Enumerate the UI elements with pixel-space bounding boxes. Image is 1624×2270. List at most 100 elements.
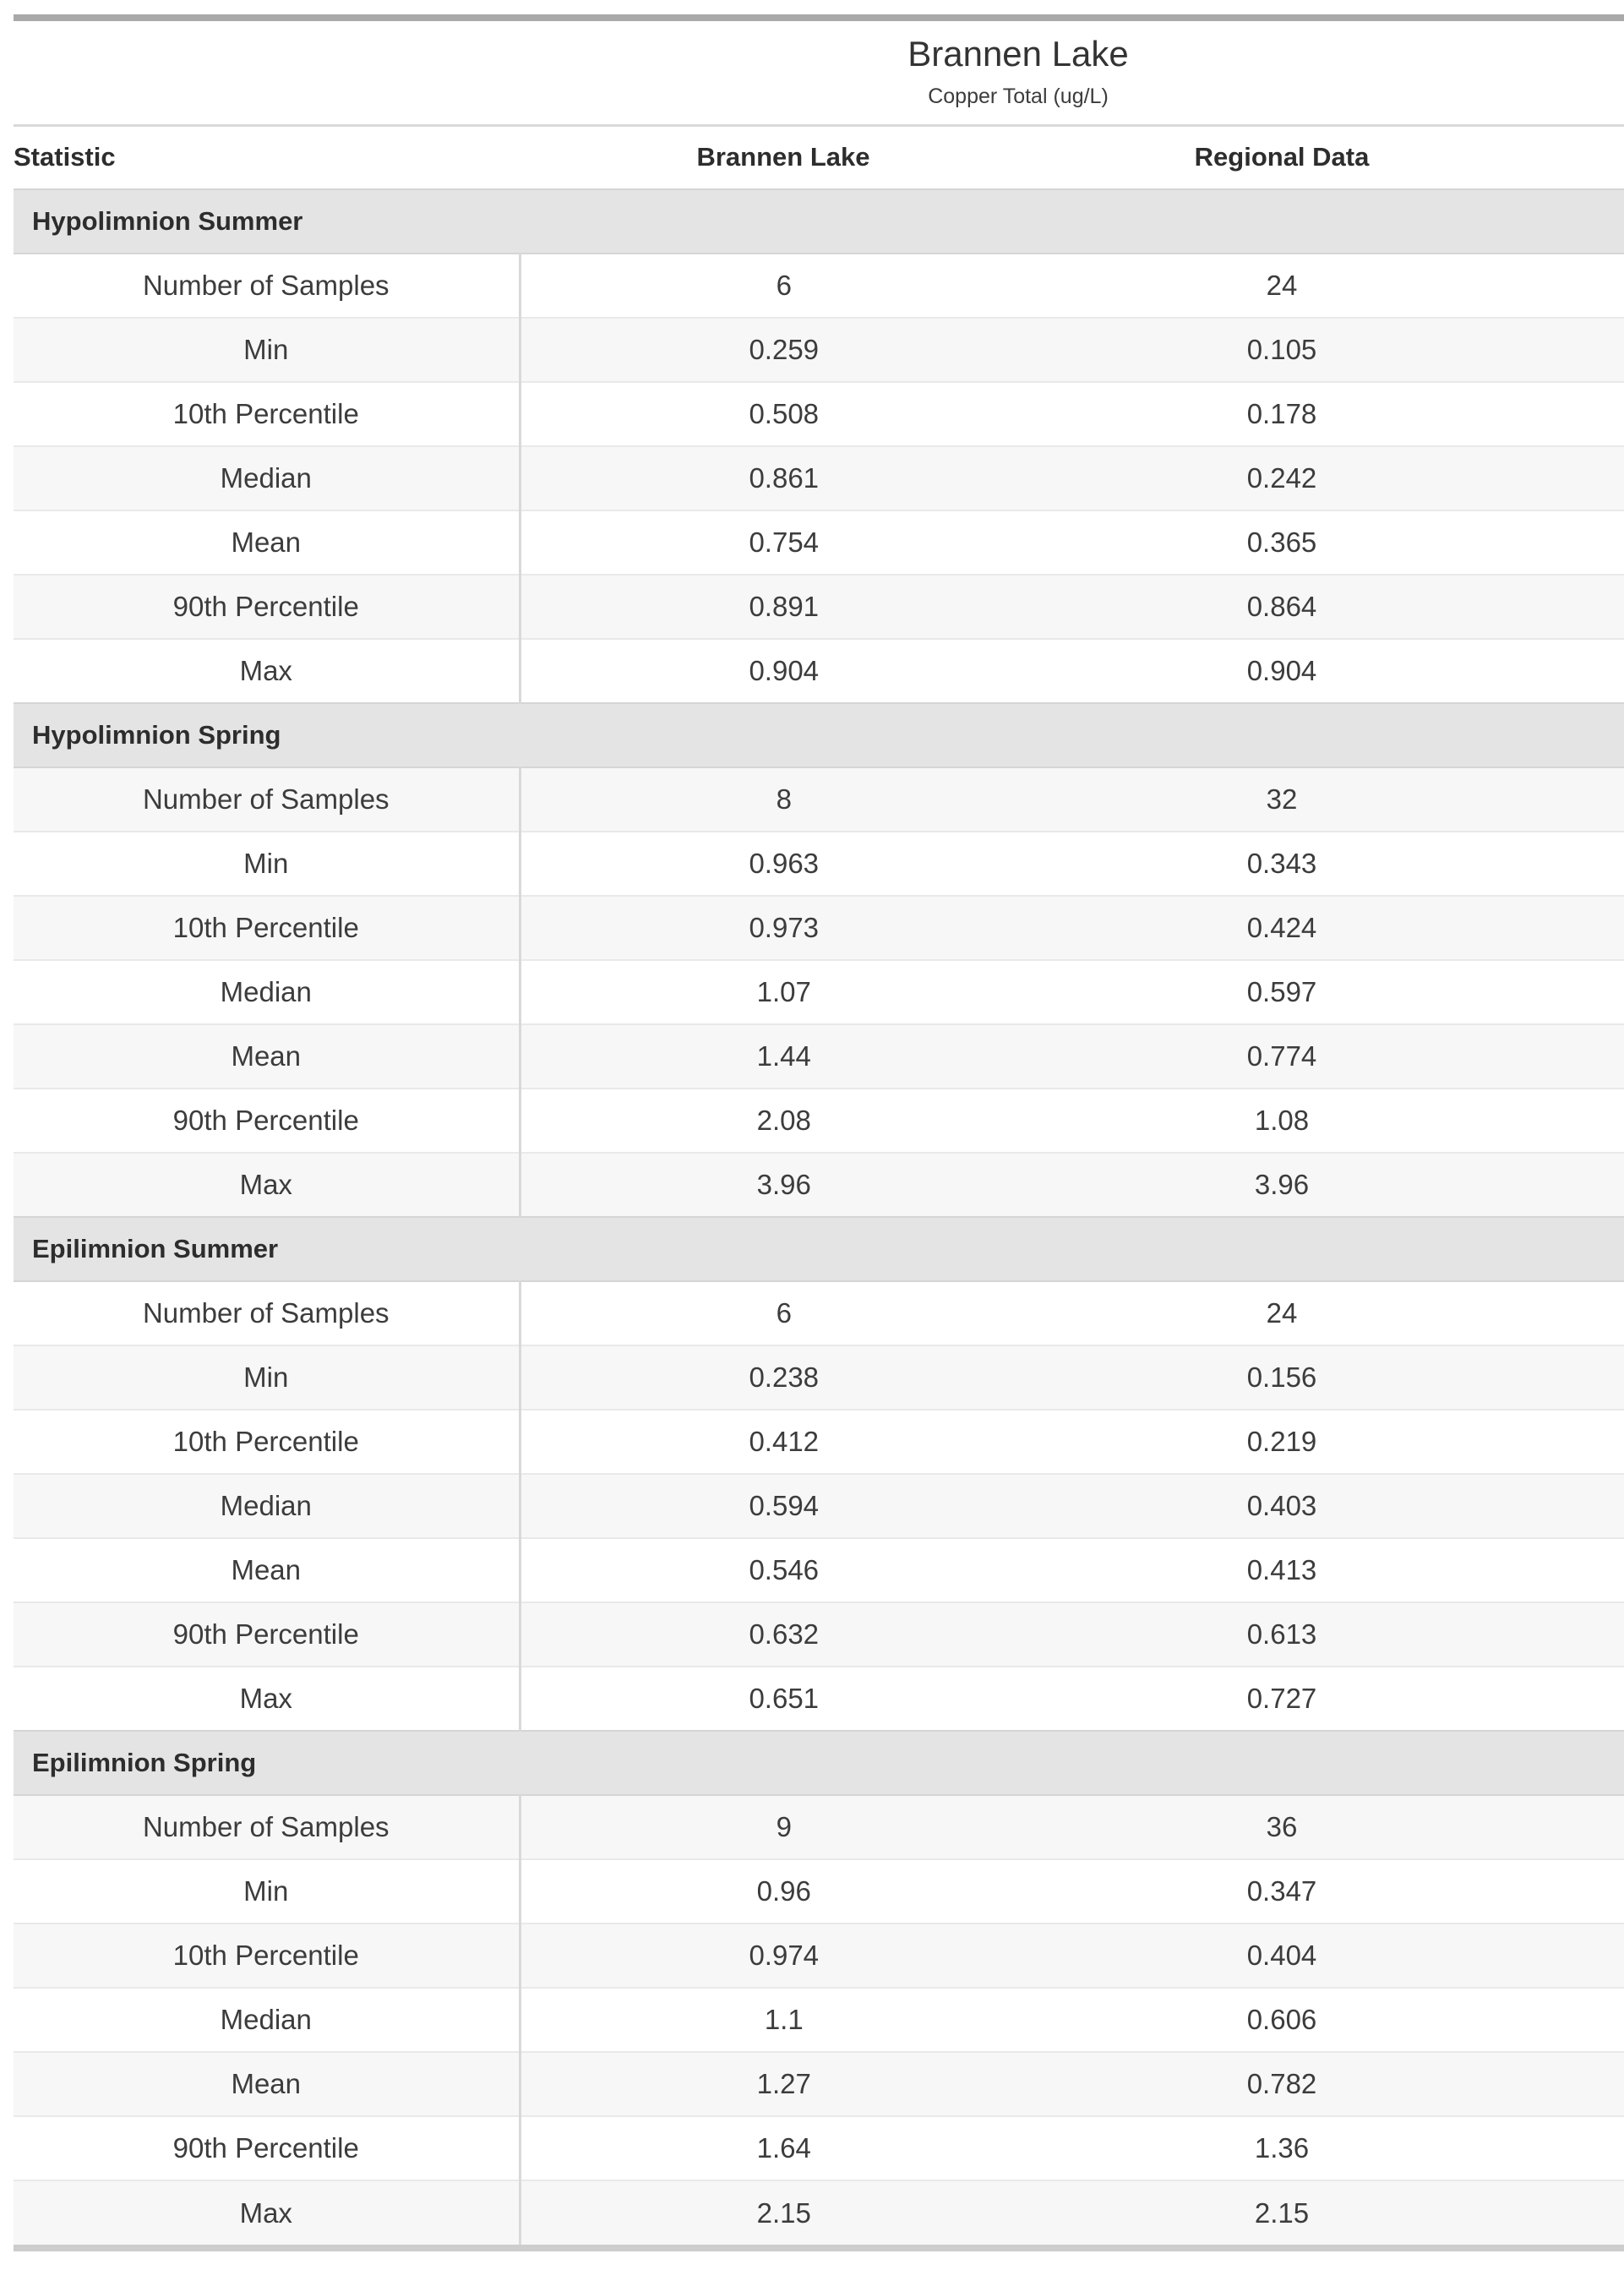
section-header-label: Epilimnion Summer bbox=[14, 1216, 1624, 1283]
spacer-cell bbox=[1517, 317, 1624, 383]
page-subtitle: Copper Total (ug/L) bbox=[928, 84, 1109, 108]
table-row: Median 0.594 0.403 bbox=[14, 1473, 1624, 1539]
value-cell-brannen-lake: 2.15 bbox=[520, 2180, 1047, 2245]
top-rule-bar bbox=[14, 14, 1624, 21]
section-header-row: Epilimnion Summer bbox=[14, 1216, 1624, 1283]
stat-label-cell: Min bbox=[14, 1345, 521, 1411]
title-cell: Brannen Lake Copper Total (ug/L) bbox=[520, 21, 1518, 127]
stat-label-cell: 90th Percentile bbox=[14, 2115, 521, 2181]
spacer-cell bbox=[1517, 1473, 1624, 1539]
table-row: Number of Samples 8 32 bbox=[14, 767, 1624, 832]
value-cell-regional-data: 0.156 bbox=[1047, 1345, 1518, 1411]
section-header-row: Hypolimnion Spring bbox=[14, 702, 1624, 769]
table-row: Number of Samples 6 24 bbox=[14, 1280, 1624, 1346]
column-header-spacer bbox=[1517, 125, 1624, 189]
stat-label-cell: 10th Percentile bbox=[14, 1923, 521, 1989]
value-cell-regional-data: 1.36 bbox=[1047, 2115, 1518, 2181]
stat-label-cell: Number of Samples bbox=[14, 253, 521, 319]
stat-label-cell: Number of Samples bbox=[14, 767, 521, 832]
spacer-cell bbox=[1517, 1023, 1624, 1089]
stat-label-cell: Max bbox=[14, 2180, 521, 2245]
table-row: Number of Samples 9 36 bbox=[14, 1794, 1624, 1860]
report-container: Brannen Lake Copper Total (ug/L) Statist… bbox=[14, 14, 1624, 2252]
value-cell-brannen-lake: 0.632 bbox=[520, 1602, 1047, 1667]
value-cell-regional-data: 0.904 bbox=[1047, 638, 1518, 704]
table-row: Min 0.96 0.347 bbox=[14, 1858, 1624, 1924]
spacer-cell bbox=[1517, 638, 1624, 704]
value-cell-brannen-lake: 0.651 bbox=[520, 1666, 1047, 1732]
stat-label-cell: 10th Percentile bbox=[14, 381, 521, 447]
spacer-cell bbox=[1517, 1280, 1624, 1346]
stat-label-cell: Max bbox=[14, 1152, 521, 1218]
spacer-cell bbox=[1517, 2115, 1624, 2181]
stat-label-cell: 10th Percentile bbox=[14, 895, 521, 961]
value-cell-regional-data: 0.782 bbox=[1047, 2051, 1518, 2117]
spacer-cell bbox=[1517, 1345, 1624, 1411]
value-cell-regional-data: 0.613 bbox=[1047, 1602, 1518, 1667]
value-cell-regional-data: 24 bbox=[1047, 1280, 1518, 1346]
section-header-row: Hypolimnion Summer bbox=[14, 188, 1624, 255]
value-cell-regional-data: 2.15 bbox=[1047, 2180, 1518, 2245]
stat-label-cell: 90th Percentile bbox=[14, 1602, 521, 1667]
stat-label-cell: Median bbox=[14, 959, 521, 1025]
value-cell-regional-data: 24 bbox=[1047, 253, 1518, 319]
table-row: Median 1.07 0.597 bbox=[14, 959, 1624, 1025]
value-cell-brannen-lake: 3.96 bbox=[520, 1152, 1047, 1218]
value-cell-brannen-lake: 0.96 bbox=[520, 1858, 1047, 1924]
column-header-brannen-lake: Brannen Lake bbox=[696, 142, 870, 172]
stat-label-cell: Mean bbox=[14, 2051, 521, 2117]
spacer-cell bbox=[1517, 2051, 1624, 2117]
table-row: 90th Percentile 2.08 1.08 bbox=[14, 1088, 1624, 1154]
table-row: Max 0.904 0.904 bbox=[14, 638, 1624, 704]
spacer-cell bbox=[1517, 1923, 1624, 1989]
stat-label-cell: Mean bbox=[14, 510, 521, 576]
stat-label-cell: Max bbox=[14, 1666, 521, 1732]
title-row: Brannen Lake Copper Total (ug/L) bbox=[14, 21, 1624, 127]
value-cell-regional-data: 0.178 bbox=[1047, 381, 1518, 447]
value-cell-brannen-lake: 1.27 bbox=[520, 2051, 1047, 2117]
value-cell-brannen-lake: 0.973 bbox=[520, 895, 1047, 961]
table-row: 10th Percentile 0.973 0.424 bbox=[14, 895, 1624, 961]
stat-label-cell: Median bbox=[14, 445, 521, 511]
stat-label-cell: Mean bbox=[14, 1537, 521, 1603]
column-header-regional-data: Regional Data bbox=[1194, 142, 1370, 172]
value-cell-regional-data: 0.242 bbox=[1047, 445, 1518, 511]
stat-label-cell: 90th Percentile bbox=[14, 1088, 521, 1154]
spacer-cell bbox=[1517, 253, 1624, 319]
value-cell-brannen-lake: 0.974 bbox=[520, 1923, 1047, 1989]
table-row: Min 0.238 0.156 bbox=[14, 1345, 1624, 1411]
table-row: Number of Samples 6 24 bbox=[14, 253, 1624, 319]
value-cell-regional-data: 1.08 bbox=[1047, 1088, 1518, 1154]
table-row: 10th Percentile 0.508 0.178 bbox=[14, 381, 1624, 447]
spacer-cell bbox=[1517, 2180, 1624, 2245]
value-cell-regional-data: 0.403 bbox=[1047, 1473, 1518, 1539]
spacer-cell bbox=[1517, 959, 1624, 1025]
stat-label-cell: Number of Samples bbox=[14, 1794, 521, 1860]
value-cell-brannen-lake: 1.44 bbox=[520, 1023, 1047, 1089]
spacer-cell bbox=[1517, 1152, 1624, 1218]
value-cell-regional-data: 0.864 bbox=[1047, 574, 1518, 640]
value-cell-brannen-lake: 6 bbox=[520, 1280, 1047, 1346]
stat-label-cell: 10th Percentile bbox=[14, 1409, 521, 1475]
column-header-row: Statistic Brannen Lake Regional Data bbox=[14, 125, 1624, 189]
spacer-cell bbox=[1517, 1537, 1624, 1603]
value-cell-brannen-lake: 0.259 bbox=[520, 317, 1047, 383]
table-row: Median 0.861 0.242 bbox=[14, 445, 1624, 511]
value-cell-regional-data: 0.606 bbox=[1047, 1987, 1518, 2053]
stat-label-cell: Median bbox=[14, 1473, 521, 1539]
value-cell-regional-data: 0.343 bbox=[1047, 831, 1518, 897]
table-row: Max 3.96 3.96 bbox=[14, 1152, 1624, 1218]
value-cell-regional-data: 0.105 bbox=[1047, 317, 1518, 383]
spacer-cell bbox=[1517, 831, 1624, 897]
stat-label-cell: Min bbox=[14, 1858, 521, 1924]
stat-label-cell: Max bbox=[14, 638, 521, 704]
bottom-rule-bar bbox=[14, 2245, 1624, 2252]
spacer-cell bbox=[1517, 381, 1624, 447]
value-cell-brannen-lake: 0.412 bbox=[520, 1409, 1047, 1475]
spacer-cell bbox=[1517, 1987, 1624, 2053]
stat-label-cell: Number of Samples bbox=[14, 1280, 521, 1346]
value-cell-brannen-lake: 0.963 bbox=[520, 831, 1047, 897]
stat-label-cell: Min bbox=[14, 831, 521, 897]
spacer-cell bbox=[1517, 895, 1624, 961]
spacer-cell bbox=[1517, 1602, 1624, 1667]
